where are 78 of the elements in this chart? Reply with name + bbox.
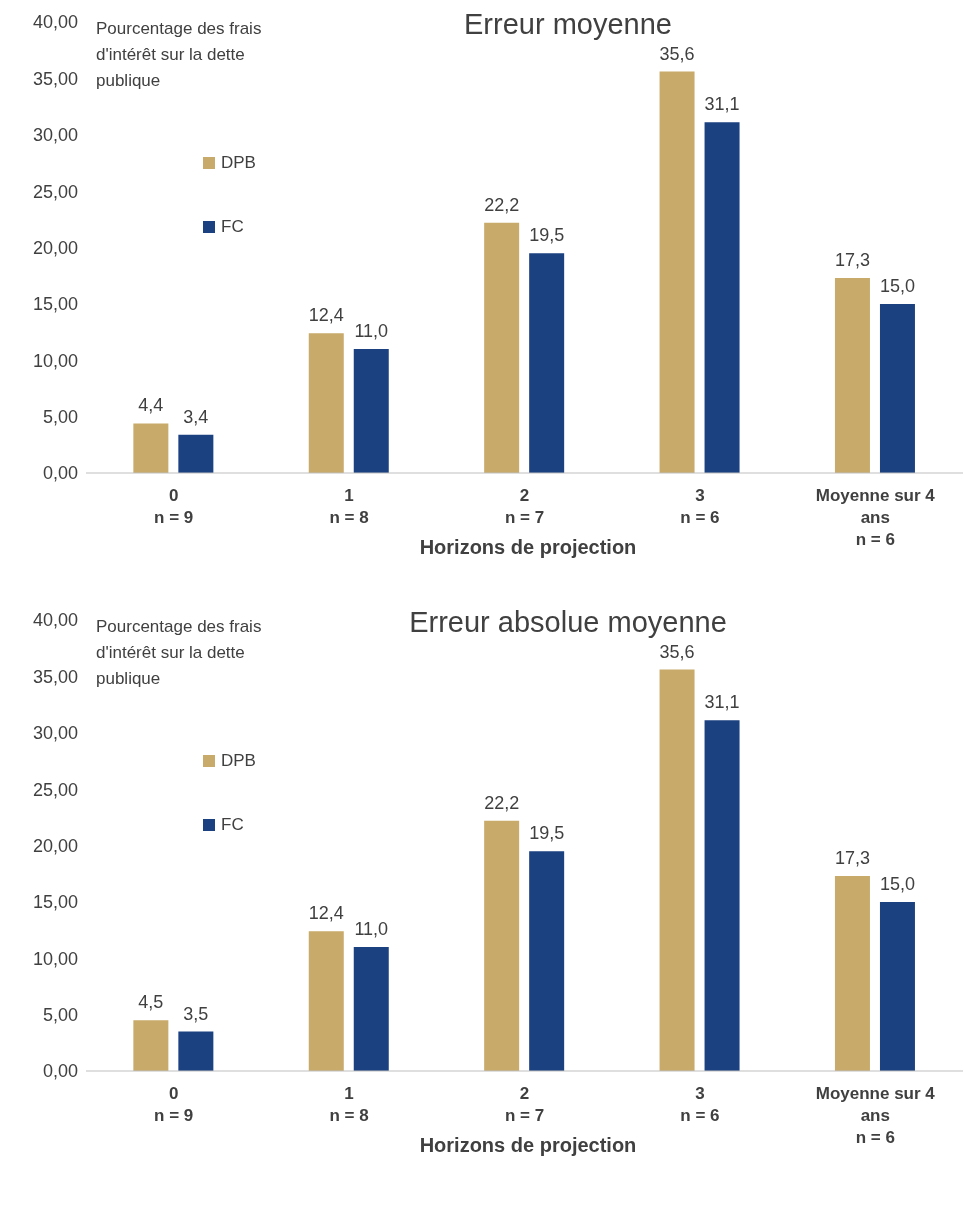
- y-tick-label: 35,00: [32, 68, 78, 89]
- x-tick-label: 2 n = 7: [504, 1084, 545, 1125]
- y-tick-label: 15,00: [32, 892, 78, 913]
- data-label: 22,2: [484, 792, 520, 813]
- y-tick-label: 0,00: [42, 1061, 78, 1082]
- legend-label: FC: [220, 217, 245, 237]
- x-tick-label: 1 n = 8: [329, 1084, 369, 1125]
- bar: [353, 348, 389, 473]
- legend-label: DPB: [220, 153, 256, 173]
- data-label: 35,6: [659, 43, 695, 64]
- y-tick-label: 25,00: [32, 181, 78, 202]
- data-label: 22,2: [484, 194, 520, 215]
- x-tick-label: 3 n = 6: [680, 1084, 720, 1125]
- data-label: 12,4: [308, 305, 344, 326]
- y-tick-label: 5,00: [42, 1005, 78, 1026]
- bar: [879, 901, 915, 1071]
- bar: [704, 122, 740, 473]
- y-tick-label: 30,00: [32, 723, 78, 744]
- y-tick-label: 35,00: [32, 666, 78, 687]
- data-label: 17,3: [834, 249, 870, 270]
- x-tick-label: 0 n = 9: [154, 1084, 194, 1125]
- bar: [484, 222, 520, 473]
- bar: [178, 434, 214, 473]
- chart-title: Erreur absolue moyenne: [409, 606, 727, 638]
- y-tick-label: 25,00: [32, 779, 78, 800]
- y-tick-label: 40,00: [32, 12, 78, 33]
- data-label: 31,1: [704, 94, 740, 115]
- data-label: 19,5: [529, 823, 565, 844]
- bar: [529, 851, 565, 1071]
- x-axis-title: Horizons de projection: [419, 536, 637, 558]
- y-tick-label: 5,00: [42, 407, 78, 428]
- data-label: 17,3: [834, 847, 870, 868]
- y-tick-label: 15,00: [32, 294, 78, 315]
- data-label: 4,4: [138, 395, 164, 416]
- data-label: 12,4: [308, 903, 344, 924]
- bar: [484, 820, 520, 1071]
- y-tick-label: 0,00: [42, 463, 78, 484]
- data-label: 19,5: [529, 225, 565, 246]
- y-tick-label: 20,00: [32, 237, 78, 258]
- x-tick-label: 3 n = 6: [680, 486, 720, 527]
- chart-title: Erreur moyenne: [464, 8, 672, 40]
- y-axis-title: Pourcentage des frais d'intérêt sur la dette publique: [96, 616, 263, 690]
- bar: [879, 303, 915, 473]
- y-axis-title: Pourcentage des frais d'intérêt sur la dette publique: [96, 18, 263, 92]
- x-tick-label: Moyenne sur 4 ans n = 6: [815, 1084, 936, 1147]
- bar: [834, 277, 870, 473]
- bar: [178, 1031, 214, 1071]
- data-label: 15,0: [879, 873, 915, 894]
- y-tick-label: 40,00: [32, 610, 78, 631]
- x-axis-title: Horizons de projection: [419, 1134, 637, 1156]
- data-label: 11,0: [354, 320, 389, 341]
- bar: [308, 333, 344, 473]
- data-label: 35,6: [659, 641, 695, 662]
- data-label: 15,0: [879, 275, 915, 296]
- bar: [659, 71, 695, 473]
- bar: [834, 875, 870, 1071]
- legend-label: FC: [220, 815, 245, 835]
- x-tick-label: Moyenne sur 4 ans n = 6: [815, 486, 936, 549]
- x-tick-label: 2 n = 7: [504, 486, 545, 527]
- bar: [308, 931, 344, 1071]
- data-label: 11,0: [354, 918, 389, 939]
- legend-label: DPB: [220, 751, 256, 771]
- y-tick-label: 20,00: [32, 835, 78, 856]
- data-label: 31,1: [704, 692, 740, 713]
- data-label: 3,4: [183, 406, 209, 427]
- x-tick-label: 0 n = 9: [154, 486, 194, 527]
- bar: [704, 720, 740, 1071]
- bar: [529, 253, 565, 473]
- data-label: 3,5: [183, 1003, 209, 1024]
- y-tick-label: 10,00: [32, 350, 78, 371]
- y-tick-label: 10,00: [32, 948, 78, 969]
- bar: [353, 946, 389, 1071]
- bar: [133, 423, 169, 473]
- bar: [659, 669, 695, 1071]
- data-label: 4,5: [138, 992, 164, 1013]
- bar: [133, 1020, 169, 1071]
- x-tick-label: 1 n = 8: [329, 486, 369, 527]
- y-tick-label: 30,00: [32, 125, 78, 146]
